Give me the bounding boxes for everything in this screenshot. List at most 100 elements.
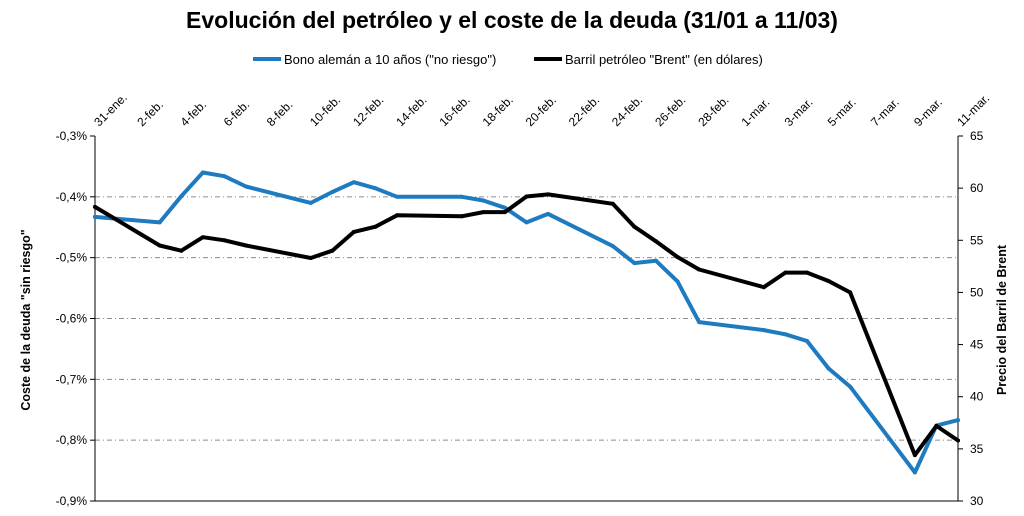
data-point-brent (934, 423, 939, 428)
data-point-brent (157, 243, 162, 248)
data-point-bond (308, 200, 313, 205)
y-axis-left-tick-labels: -0,3% -0,4% -0,5% -0,6% -0,7% -0,8% -0,9% (56, 129, 88, 508)
y-left-tick-label: -0,5% (56, 251, 88, 265)
x-tick-label: 10-feb. (307, 93, 343, 129)
data-point-brent (697, 267, 702, 272)
y-left-tick-label: -0,3% (56, 129, 88, 143)
y-left-tick-label: -0,6% (56, 312, 88, 326)
legend: Bono alemán a 10 años ("no riesgo") Barr… (253, 52, 763, 67)
data-point-bond (848, 384, 853, 389)
data-point-bond (697, 320, 702, 325)
y-right-tick-label: 50 (970, 285, 984, 299)
x-tick-label: 20-feb. (523, 93, 559, 129)
data-point-brent (632, 224, 637, 229)
data-point-bond (956, 418, 960, 423)
data-point-bond (524, 220, 529, 225)
data-point-bond (761, 328, 766, 333)
y-right-tick-label: 45 (970, 338, 984, 352)
y-right-tick-label: 40 (970, 390, 984, 404)
data-point-bond (675, 279, 680, 284)
data-point-bond (351, 180, 356, 185)
y-right-tick-label: 60 (970, 181, 984, 195)
legend-label-brent: Barril petróleo "Brent" (en dólares) (565, 52, 763, 67)
y-right-tick-label: 55 (970, 233, 984, 247)
data-point-brent (481, 210, 486, 215)
y-right-tick-label: 65 (970, 129, 984, 143)
data-point-brent (783, 270, 788, 275)
x-tick-label: 4-feb. (178, 98, 210, 130)
x-tick-label: 28-feb. (695, 93, 731, 129)
data-point-brent (912, 453, 917, 458)
x-tick-label: 31-ene. (91, 90, 130, 129)
legend-label-bond: Bono alemán a 10 años ("no riesgo") (284, 52, 496, 67)
data-point-brent (373, 224, 378, 229)
data-point-bond (632, 261, 637, 266)
data-point-brent (956, 438, 960, 443)
series-line-brent (93, 192, 960, 458)
data-point-bond (502, 205, 507, 210)
data-point-bond (610, 244, 615, 249)
x-tick-label: 9-mar. (911, 95, 945, 129)
y-left-tick-label: -0,8% (56, 433, 88, 447)
data-point-bond (244, 184, 248, 189)
data-point-brent (244, 243, 248, 248)
data-point-bond (222, 174, 227, 179)
x-tick-label: 14-feb. (393, 93, 429, 129)
x-tick-label: 1-mar. (738, 95, 772, 129)
x-tick-label: 22-feb. (566, 93, 602, 129)
data-point-brent (653, 239, 658, 244)
y-left-tick-label: -0,7% (56, 372, 88, 386)
y-left-tick-label: -0,9% (56, 494, 88, 508)
data-point-bond (912, 470, 917, 475)
data-point-brent (308, 256, 313, 260)
data-point-bond (459, 194, 464, 199)
x-tick-label: 6-feb. (221, 98, 253, 130)
data-point-brent (502, 210, 507, 215)
x-tick-label: 12-feb. (350, 93, 386, 129)
data-point-bond (157, 220, 162, 225)
data-point-brent (179, 248, 184, 253)
x-tick-label: 8-feb. (264, 98, 296, 130)
data-point-brent (351, 229, 356, 234)
data-point-bond (826, 366, 831, 371)
data-point-brent (93, 204, 97, 209)
y-axis-right-title: Precio del Barril de Brent (995, 244, 1009, 395)
x-tick-label: 5-mar. (825, 95, 859, 129)
x-tick-label: 7-mar. (868, 95, 902, 129)
data-point-bond (93, 214, 97, 219)
x-tick-label: 16-feb. (436, 93, 472, 129)
data-point-brent (546, 192, 551, 197)
data-point-brent (330, 248, 335, 253)
x-tick-label: 11-mar. (954, 91, 992, 129)
y-axis-left-title: Coste de la deuda "sin riesgo" (19, 229, 33, 410)
data-point-brent (826, 279, 831, 283)
data-point-bond (805, 339, 809, 343)
data-point-bond (395, 194, 400, 199)
data-point-brent (222, 238, 227, 243)
x-tick-label: 2-feb. (134, 98, 166, 130)
data-point-bond (330, 190, 335, 194)
data-point-bond (653, 258, 658, 263)
data-point-brent (459, 214, 464, 219)
data-point-brent (848, 290, 853, 295)
data-point-bond (481, 198, 486, 203)
data-point-brent (200, 235, 205, 240)
data-point-bond (373, 186, 378, 191)
data-point-brent (610, 201, 615, 206)
data-point-brent (761, 285, 766, 290)
x-tick-label: 18-feb. (480, 93, 516, 129)
y-axis-right-tick-labels: 65 60 55 50 45 40 35 30 (970, 129, 984, 508)
data-point-bond (783, 332, 788, 337)
y-right-tick-label: 35 (970, 442, 984, 456)
data-point-bond (200, 170, 205, 175)
data-point-brent (675, 255, 680, 259)
data-point-brent (395, 213, 400, 218)
series-lines (93, 170, 960, 475)
axes (90, 135, 963, 502)
data-point-brent (524, 194, 529, 199)
y-right-tick-label: 30 (970, 494, 984, 508)
x-tick-label: 3-mar. (782, 95, 816, 129)
data-point-brent (805, 270, 809, 275)
x-tick-label: 26-feb. (652, 93, 688, 129)
